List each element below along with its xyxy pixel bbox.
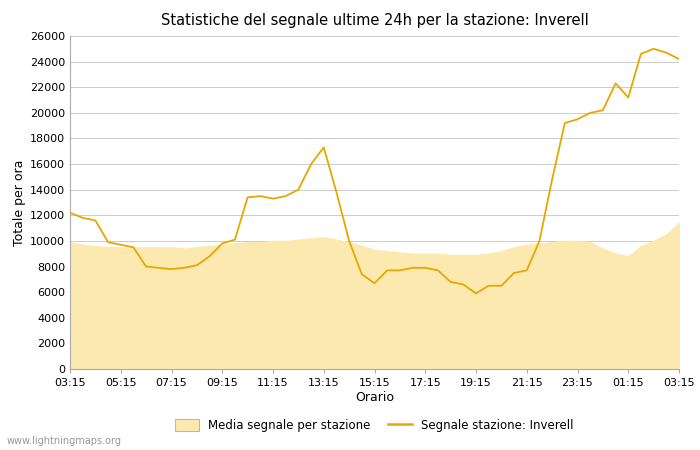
Text: www.lightningmaps.org: www.lightningmaps.org xyxy=(7,436,122,446)
Y-axis label: Totale per ora: Totale per ora xyxy=(13,159,26,246)
Title: Statistiche del segnale ultime 24h per la stazione: Inverell: Statistiche del segnale ultime 24h per l… xyxy=(160,13,589,28)
Legend: Media segnale per stazione, Segnale stazione: Inverell: Media segnale per stazione, Segnale staz… xyxy=(170,414,579,436)
X-axis label: Orario: Orario xyxy=(355,391,394,404)
